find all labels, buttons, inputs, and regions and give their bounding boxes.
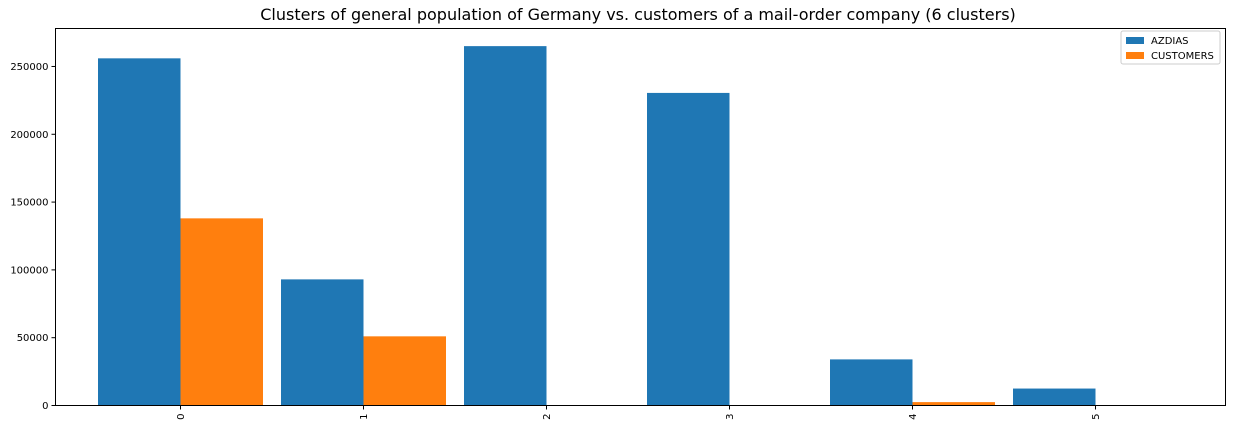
x-tick-label: 4	[908, 414, 919, 420]
bar-azdias-2	[464, 46, 547, 406]
bar-customers-1	[363, 336, 446, 406]
y-tick-label: 50000	[17, 333, 49, 344]
x-tick-label: 0	[176, 414, 187, 420]
legend-label-customers: CUSTOMERS	[1151, 51, 1214, 62]
y-tick-label: 200000	[10, 130, 48, 141]
y-tick-label: 150000	[10, 198, 48, 209]
x-tick-label: 1	[359, 414, 370, 420]
y-tick-label: 0	[42, 401, 48, 412]
legend-box	[1120, 30, 1221, 65]
y-tick-label: 250000	[10, 62, 48, 73]
plot-frame	[55, 28, 1226, 406]
bar-azdias-5	[1013, 388, 1096, 406]
legend-label-azdias: AZDIAS	[1151, 36, 1189, 47]
bar-azdias-4	[830, 359, 913, 406]
chart-title: Clusters of general population of German…	[260, 5, 1016, 24]
bar-azdias-0	[98, 58, 181, 406]
bars-group	[98, 46, 1096, 406]
x-tick-label: 3	[725, 414, 736, 420]
legend: AZDIAS CUSTOMERS	[1120, 30, 1221, 65]
x-tick-label: 5	[1091, 414, 1102, 420]
y-tick-label: 100000	[10, 265, 48, 276]
bar-azdias-3	[647, 92, 730, 406]
x-axis: 0 1 2 3 4 5	[176, 405, 1102, 420]
x-tick-label: 2	[542, 414, 553, 420]
bar-azdias-1	[281, 279, 364, 406]
legend-swatch-azdias	[1126, 37, 1144, 44]
bar-customers-0	[180, 218, 263, 406]
y-axis: 0 50000 100000 150000 200000 250000	[10, 62, 56, 412]
legend-swatch-customers	[1126, 52, 1144, 59]
bar-customers-4	[912, 402, 995, 406]
